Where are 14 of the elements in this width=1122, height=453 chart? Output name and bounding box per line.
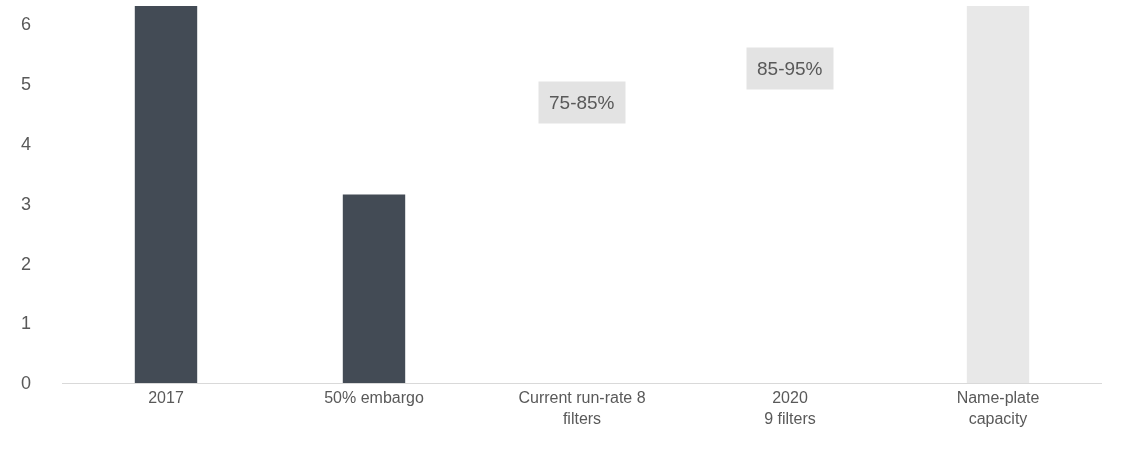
x-tick-label: Current run-rate 8 filters [518, 389, 646, 427]
y-tick-label: 1 [20, 313, 31, 334]
annotation: 75-85% [549, 92, 615, 113]
y-tick-label: 2 [20, 253, 31, 274]
y-tick-label: 4 [20, 133, 31, 154]
annotation: 85-95% [757, 58, 823, 79]
x-tick-label: 2020 9 filters [764, 389, 816, 427]
y-tick-label: 6 [20, 14, 31, 35]
y-tick-label: 3 [20, 193, 31, 214]
x-tick-label: Name-plate capacity [956, 389, 1040, 427]
y-tick-label: 5 [20, 74, 31, 95]
y-tick-label: 0 [20, 373, 31, 394]
x-tick-label: 50% embargo [324, 389, 424, 407]
x-tick-label: 2017 [148, 389, 184, 407]
